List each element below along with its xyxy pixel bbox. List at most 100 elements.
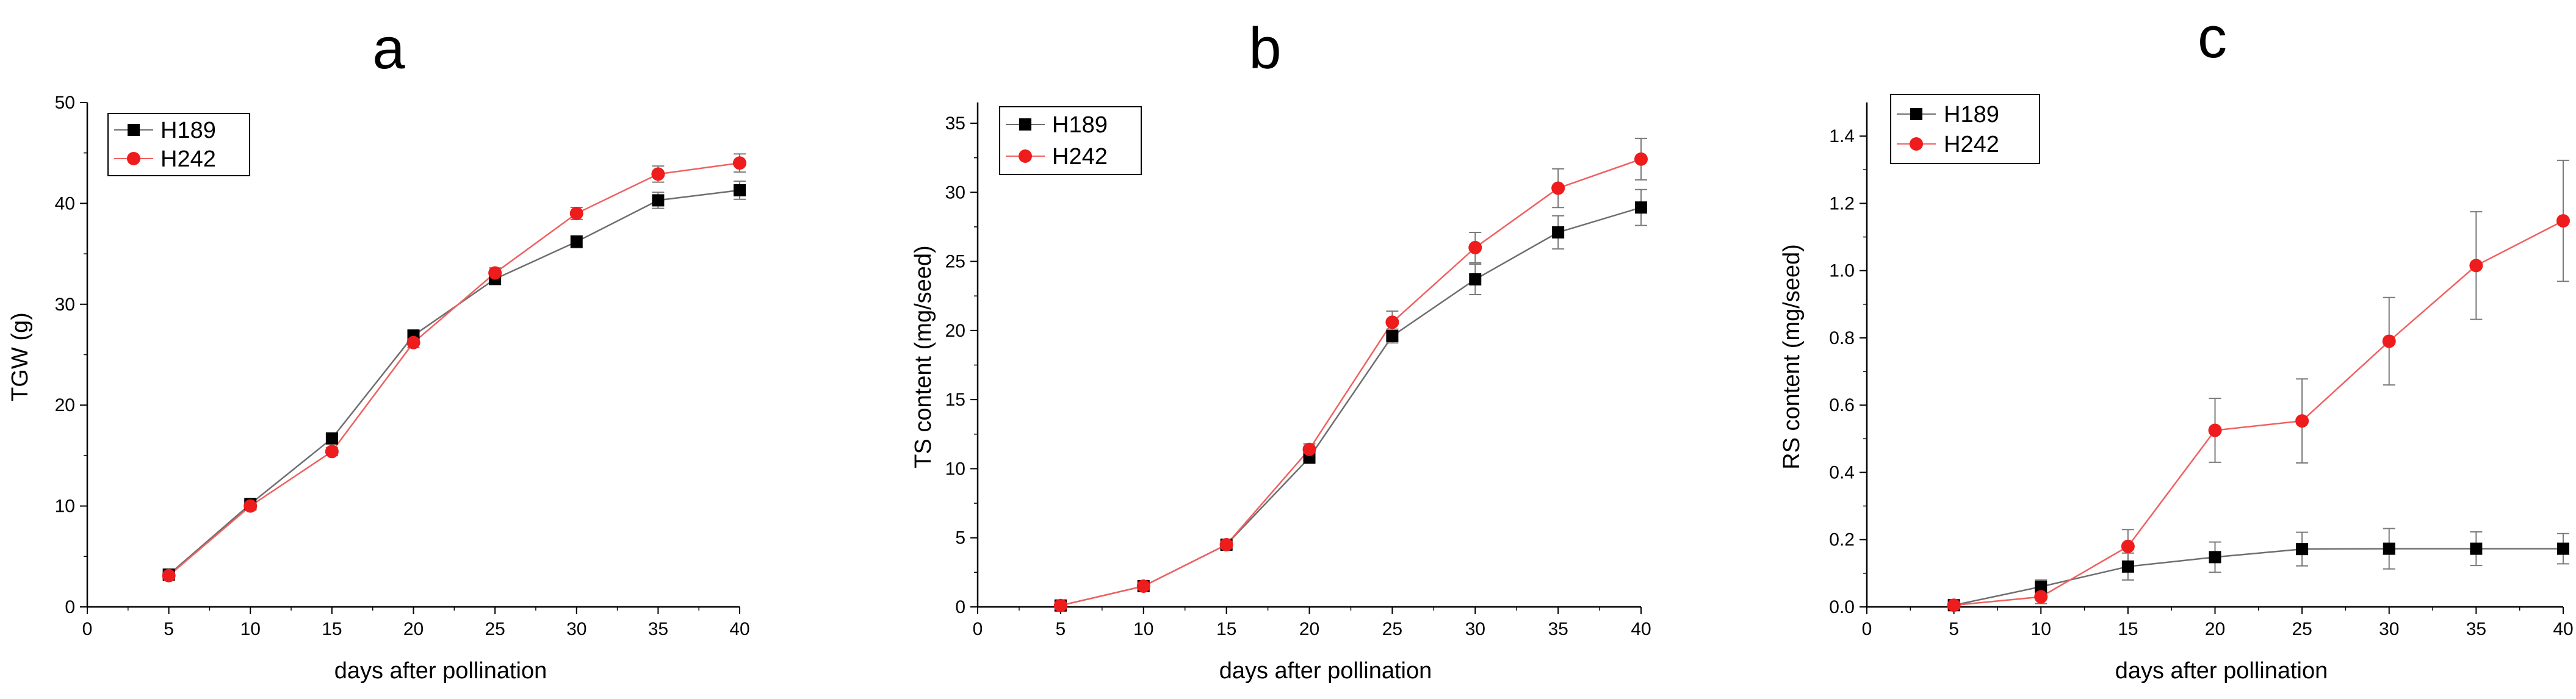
series-line-h189 xyxy=(1954,548,2563,606)
data-point-h242 xyxy=(2556,214,2570,228)
y-tick-label: 20 xyxy=(55,395,75,415)
y-axis-label: RS content (mg/seed) xyxy=(1779,244,1805,470)
y-axis-label: TGW (g) xyxy=(7,312,33,401)
y-tick-label: 0.8 xyxy=(1829,328,1855,348)
data-point-h189 xyxy=(2209,551,2221,564)
x-tick-label: 15 xyxy=(322,619,342,639)
data-point-h242 xyxy=(162,568,176,582)
x-tick-label: 35 xyxy=(648,619,668,639)
data-point-h242 xyxy=(406,335,420,349)
x-tick-label: 20 xyxy=(1299,619,1319,639)
data-point-h189 xyxy=(2383,542,2395,555)
y-tick-label: 10 xyxy=(945,459,965,479)
data-point-h242 xyxy=(488,266,502,280)
x-tick-label: 10 xyxy=(1133,619,1153,639)
data-point-h242 xyxy=(2034,590,2048,604)
data-point-h242 xyxy=(1947,598,1961,612)
data-point-h189 xyxy=(1386,329,1399,342)
data-point-h242 xyxy=(569,206,583,220)
legend-marker-h242 xyxy=(1019,149,1032,163)
legend: H189 H242 xyxy=(1890,94,2040,164)
x-tick-label: 30 xyxy=(566,619,586,639)
legend-marker-h189 xyxy=(1910,108,1922,120)
x-tick-label: 25 xyxy=(485,619,505,639)
legend-box xyxy=(1890,94,2040,164)
data-point-h189 xyxy=(2296,543,2309,556)
data-point-h242 xyxy=(1053,598,1067,612)
data-point-h242 xyxy=(1551,181,1565,195)
data-point-h242 xyxy=(2121,539,2135,553)
y-tick-label: 40 xyxy=(55,193,75,213)
panel-b: b TS content (mg/seed) days after pollin… xyxy=(911,16,1651,684)
series-line-h242 xyxy=(1954,220,2564,606)
legend-label-h189: H189 xyxy=(1052,112,1108,138)
data-point-h189 xyxy=(2557,542,2569,555)
panel-a: a TGW (g) days after pollination 0 5 10 15 2… xyxy=(7,16,750,684)
data-point-h242 xyxy=(1136,579,1150,593)
x-tick-label: 5 xyxy=(1949,619,1959,639)
x-tick-label: 25 xyxy=(2292,619,2312,639)
panel-title-a: a xyxy=(372,16,405,81)
legend-box xyxy=(999,106,1142,175)
x-tick-label: 35 xyxy=(2466,619,2486,639)
legend-label-h242: H242 xyxy=(161,146,216,172)
legend-label-h242: H242 xyxy=(1052,144,1108,170)
y-tick-label: 1.4 xyxy=(1829,126,1855,146)
legend-marker-h242 xyxy=(127,152,140,165)
series-line-h242 xyxy=(1060,158,1642,606)
legend-marker-h189 xyxy=(128,124,140,136)
data-point-h242 xyxy=(651,167,665,181)
data-point-h242 xyxy=(1302,442,1316,456)
y-tick-label: 30 xyxy=(945,182,965,203)
x-axis-label: days after pollination xyxy=(334,658,547,684)
x-tick-label: 35 xyxy=(1548,619,1568,639)
data-point-h242 xyxy=(2208,423,2222,437)
y-tick-label: 0.0 xyxy=(1829,597,1855,617)
y-tick-label: 25 xyxy=(945,252,965,272)
legend-label-h189: H189 xyxy=(1944,102,1999,127)
y-tick-label: 1.0 xyxy=(1829,261,1855,281)
data-point-h189 xyxy=(1552,226,1565,238)
panel-title-c: c xyxy=(2198,5,2227,70)
data-point-h189 xyxy=(734,184,746,196)
x-tick-label: 0 xyxy=(82,619,93,639)
data-point-h189 xyxy=(2470,542,2483,555)
y-tick-label: 50 xyxy=(55,93,75,113)
data-point-h189 xyxy=(652,194,665,207)
y-tick-label: 1.2 xyxy=(1829,193,1855,213)
x-axis-label: days after pollination xyxy=(1219,658,1432,684)
legend-label-h242: H242 xyxy=(1944,132,1999,157)
data-point-h189 xyxy=(2121,560,2134,573)
series-line-h189 xyxy=(168,189,740,576)
y-tick-label: 0 xyxy=(955,597,965,617)
x-tick-label: 0 xyxy=(1862,619,1872,639)
legend-marker-h189 xyxy=(1019,118,1031,131)
legend: H189 H242 xyxy=(107,113,250,176)
x-tick-label: 5 xyxy=(1056,619,1066,639)
x-tick-label: 10 xyxy=(240,619,261,639)
y-axis-label: TS content (mg/seed) xyxy=(911,245,936,468)
data-point-h189 xyxy=(1635,201,1647,214)
data-point-h242 xyxy=(244,499,258,513)
x-tick-label: 40 xyxy=(2553,619,2573,639)
data-point-h242 xyxy=(1468,240,1482,254)
data-point-h242 xyxy=(2382,334,2396,348)
y-tick-label: 0.6 xyxy=(1829,395,1855,415)
legend-label-h189: H189 xyxy=(161,118,216,143)
y-tick-label: 10 xyxy=(55,496,75,517)
y-tick-label: 20 xyxy=(945,321,965,341)
series-line-h242 xyxy=(168,162,740,576)
x-tick-label: 40 xyxy=(729,619,749,639)
x-tick-label: 5 xyxy=(164,619,174,639)
data-point-h189 xyxy=(325,432,338,445)
panel-c: c RS content (mg/seed) days after pollin… xyxy=(1779,5,2574,684)
data-point-h242 xyxy=(1219,538,1233,552)
x-tick-label: 15 xyxy=(2118,619,2138,639)
y-tick-label: 0.4 xyxy=(1829,462,1855,482)
data-point-h242 xyxy=(1385,315,1399,329)
data-point-h242 xyxy=(1634,152,1648,166)
data-point-h189 xyxy=(2035,580,2047,593)
x-tick-label: 30 xyxy=(2379,619,2399,639)
data-point-h189 xyxy=(1469,273,1482,286)
